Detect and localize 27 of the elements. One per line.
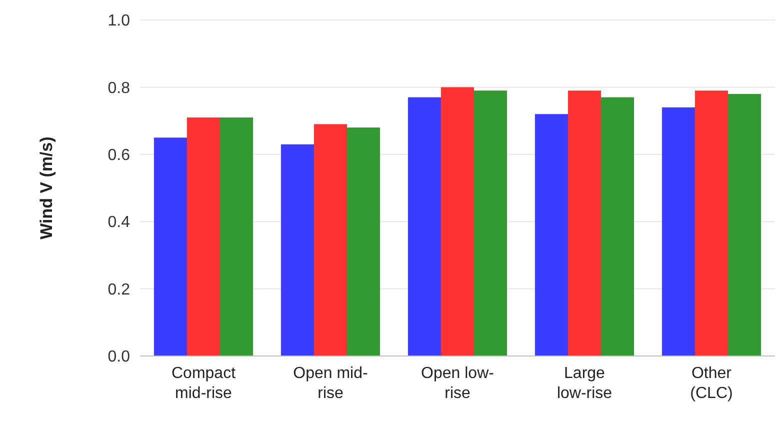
bar <box>280 144 314 356</box>
y-tick-label: 0.8 <box>108 80 130 97</box>
bar <box>662 107 695 356</box>
x-tick-label: Open mid-rise <box>293 365 368 402</box>
bar <box>220 117 254 356</box>
y-tick-label: 0.0 <box>108 348 130 366</box>
x-tick-label: Compact mid-rise <box>171 365 236 402</box>
y-tick-label: 0.4 <box>108 214 130 232</box>
bar <box>601 97 634 356</box>
bar <box>534 114 568 356</box>
bar <box>408 97 441 356</box>
bar <box>314 124 348 356</box>
bar <box>694 90 728 356</box>
bar <box>440 87 474 356</box>
bar <box>474 90 508 356</box>
x-tick-label: Large low-rise <box>556 365 612 402</box>
bar <box>728 94 762 356</box>
bar <box>568 90 602 356</box>
y-tick-label: 0.6 <box>108 147 130 164</box>
y-tick-label: 0.2 <box>108 281 130 298</box>
y-tick-label: 1.0 <box>108 12 130 30</box>
x-tick-label: Other (CLC) <box>690 365 733 402</box>
bar <box>347 128 380 356</box>
bar <box>154 138 187 356</box>
x-tick-label: Open low-rise <box>421 365 494 402</box>
y-axis-title: Wind V (m/s) <box>37 136 56 240</box>
bar <box>186 117 220 356</box>
